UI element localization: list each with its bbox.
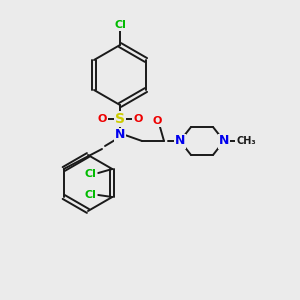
Text: Cl: Cl <box>114 20 126 30</box>
Text: O: O <box>133 114 143 124</box>
Text: S: S <box>115 112 125 126</box>
Text: CH₃: CH₃ <box>236 136 256 146</box>
Text: O: O <box>97 114 107 124</box>
Text: Cl: Cl <box>84 190 96 200</box>
Text: N: N <box>175 134 185 148</box>
Text: N: N <box>175 134 185 148</box>
Text: N: N <box>115 128 125 142</box>
Text: N: N <box>219 134 229 148</box>
Text: O: O <box>152 116 162 126</box>
Text: Cl: Cl <box>84 169 96 179</box>
